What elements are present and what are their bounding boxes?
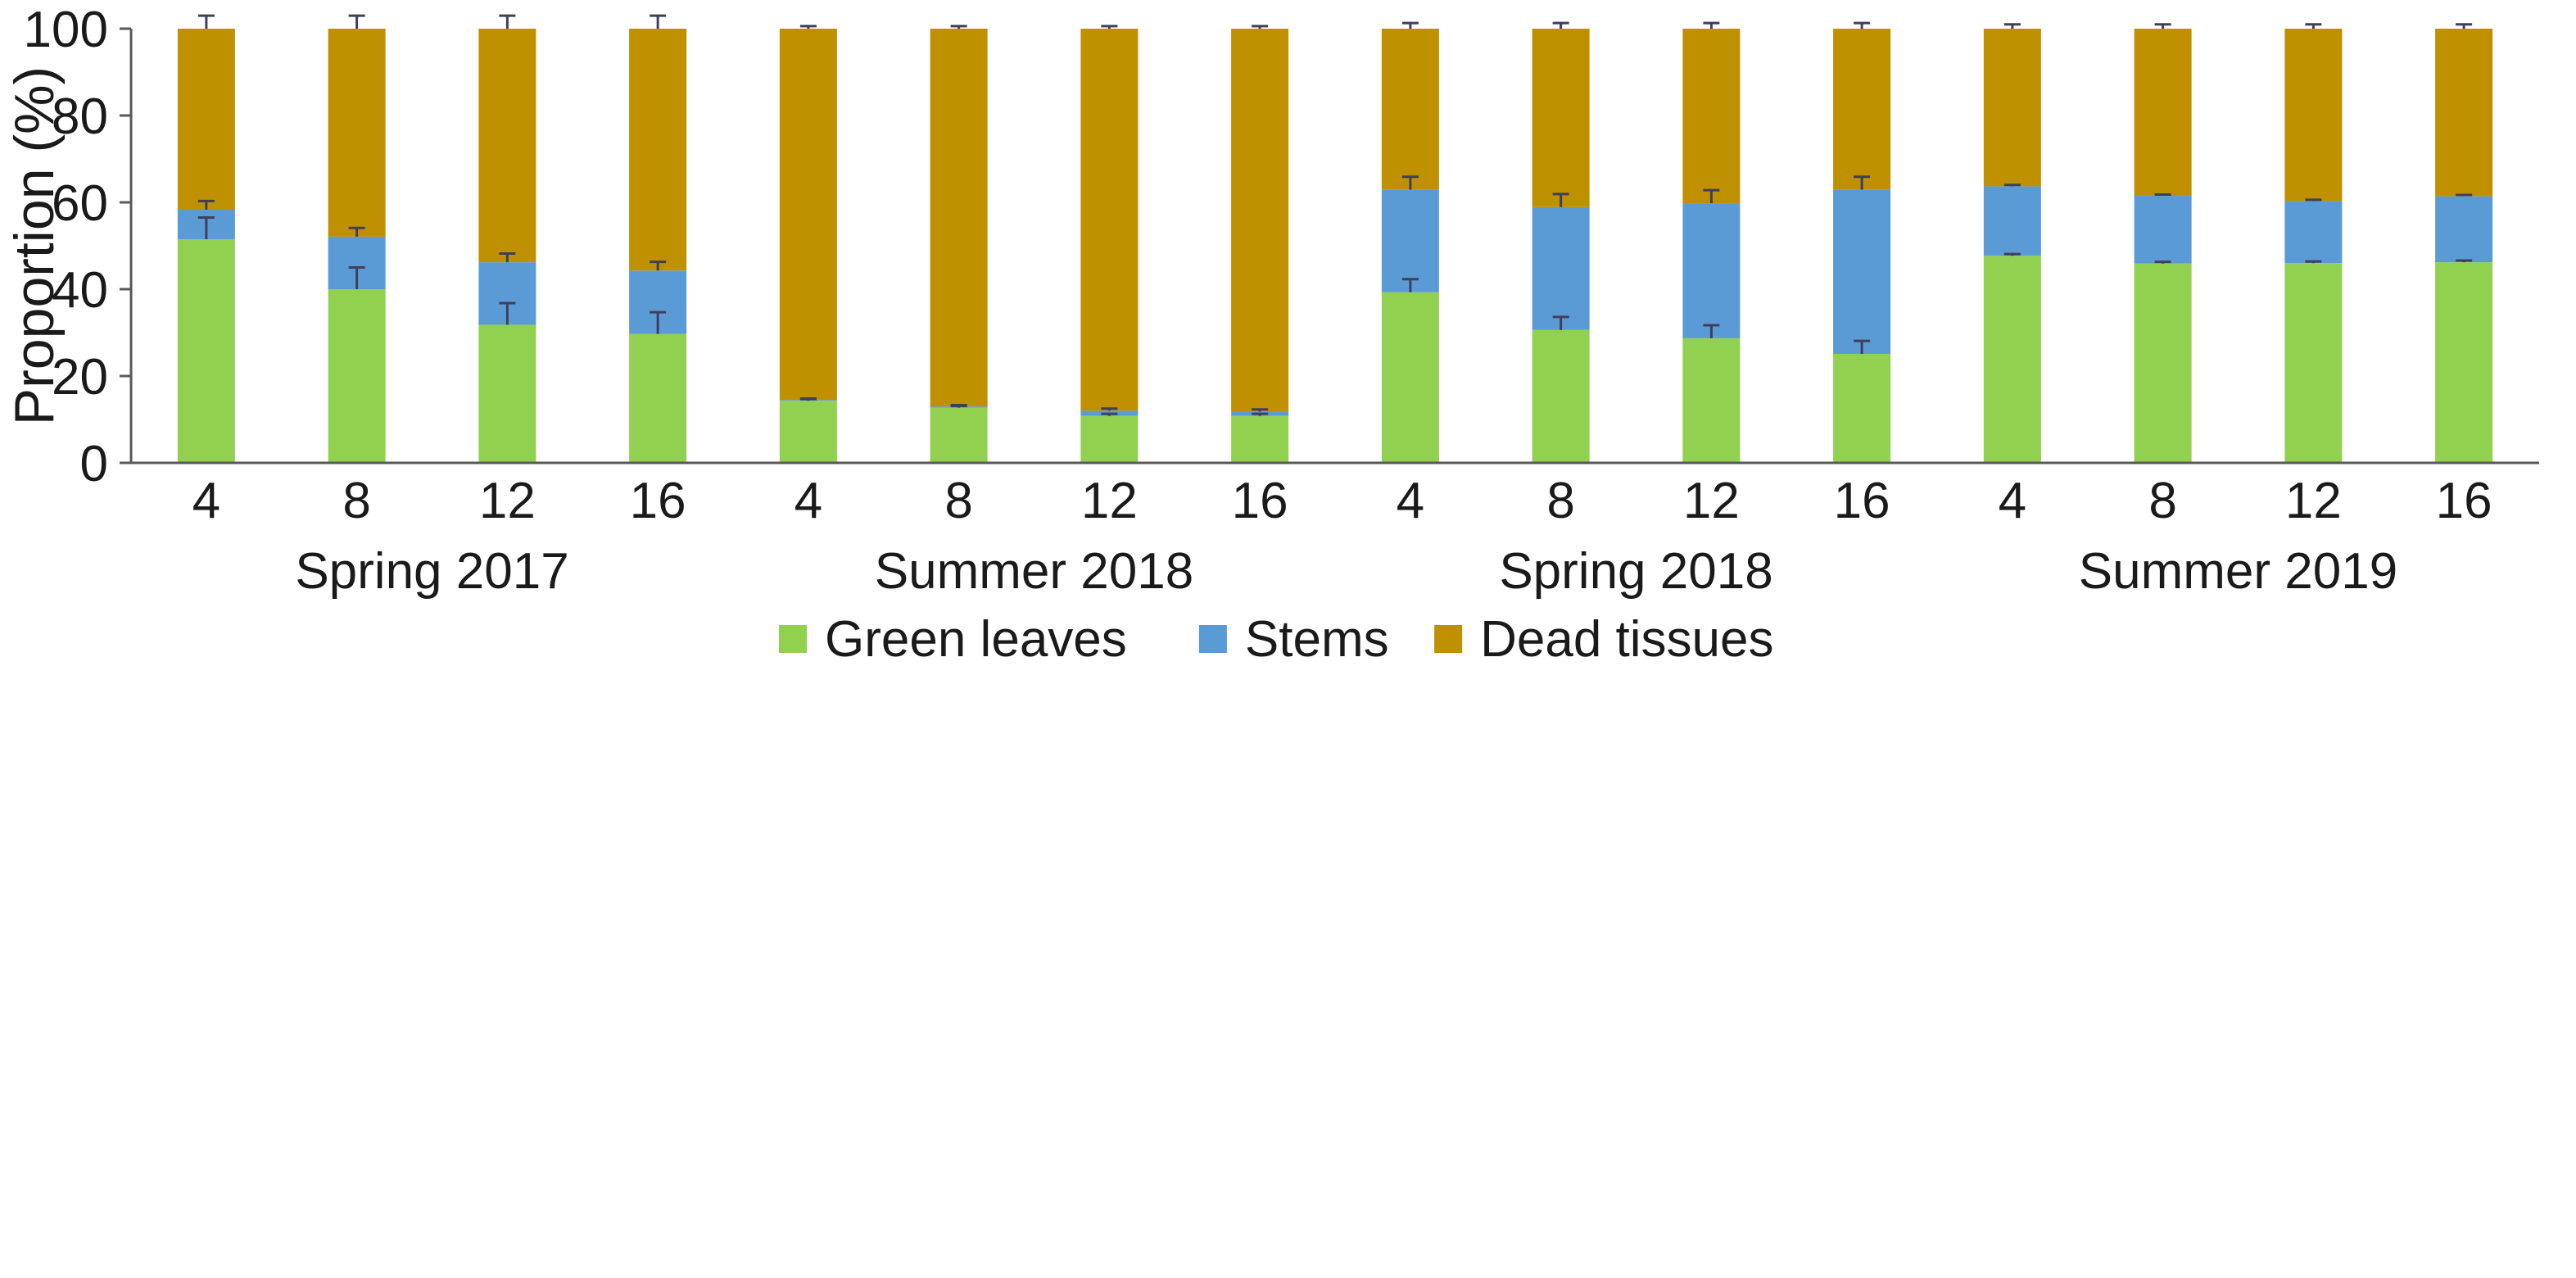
bar-segment-stems <box>1532 206 1590 330</box>
x-category-label: 12 <box>479 473 536 529</box>
x-category-label: 16 <box>2436 473 2492 529</box>
group-label: Summer 2018 <box>875 543 1193 600</box>
bar-segment-dead-tissues <box>779 29 837 401</box>
bar-segment-stems <box>2284 201 2343 264</box>
axes <box>129 29 2539 465</box>
legend-swatch <box>779 625 808 653</box>
bar-segment-green-leaves <box>930 407 988 463</box>
bar-segment-dead-tissues <box>2134 29 2192 197</box>
bar-segment-green-leaves <box>1833 353 1891 463</box>
x-category-label: 4 <box>1397 473 1424 529</box>
y-tick-label: 20 <box>52 349 108 406</box>
bar-segment-green-leaves <box>629 333 687 463</box>
y-axis-ticks <box>120 27 131 465</box>
bar-segment-green-leaves <box>2134 263 2192 463</box>
bar-segment-stems <box>2134 196 2192 264</box>
legend-swatch <box>1198 625 1227 653</box>
x-category-label: 12 <box>1081 473 1138 529</box>
x-category-label: 8 <box>2148 473 2176 529</box>
axis-labels: 0 20 40 60 80 100 4 8 12 16 4 8 12 16 4 8 12 16 4 8 12 16 Spri… <box>24 2 2492 600</box>
bar-segment-green-leaves <box>1080 415 1139 463</box>
x-category-label: 12 <box>1683 473 1740 529</box>
bar-segment-stems <box>1381 189 1439 292</box>
bar-segment-dead-tissues <box>1682 29 1741 204</box>
legend-label: Green leaves <box>825 611 1127 668</box>
x-category-label: 8 <box>1546 473 1574 529</box>
bar-segment-dead-tissues <box>1532 29 1590 207</box>
y-tick-label: 40 <box>52 262 108 319</box>
bar-segment-dead-tissues <box>1833 29 1891 190</box>
bar-segment-green-leaves <box>177 239 235 463</box>
y-axis-title: Proportion (%) <box>3 66 66 425</box>
y-tick-label: 100 <box>24 2 108 58</box>
bar-segment-dead-tissues <box>2284 29 2343 202</box>
bar-segment-stems <box>1682 203 1741 338</box>
bar-segment-dead-tissues <box>629 29 687 271</box>
bar-segment-dead-tissues <box>1381 29 1439 190</box>
bar-segment-green-leaves <box>1231 415 1289 463</box>
error-bars <box>197 14 2473 416</box>
bar-segment-dead-tissues <box>930 29 988 407</box>
group-label: Summer 2019 <box>2079 543 2397 600</box>
bar-segment-dead-tissues <box>478 29 536 263</box>
x-category-label: 12 <box>2285 473 2342 529</box>
bar-segment-dead-tissues <box>177 29 235 211</box>
y-tick-label: 60 <box>52 175 108 232</box>
bar-segment-stems <box>2435 196 2493 263</box>
bar-segment-dead-tissues <box>2435 29 2493 197</box>
legend-label: Stems <box>1245 611 1389 668</box>
x-category-label: 16 <box>1834 473 1890 529</box>
x-category-label: 8 <box>342 473 370 529</box>
bar-segment-green-leaves <box>1682 338 1741 463</box>
bar-segment-stems <box>1833 189 1891 354</box>
bar-segment-dead-tissues <box>1080 29 1139 411</box>
bars <box>177 29 2493 463</box>
group-label: Spring 2018 <box>1499 543 1772 600</box>
bar-segment-dead-tissues <box>328 29 386 237</box>
x-category-label: 4 <box>795 473 822 529</box>
bar-segment-green-leaves <box>1381 292 1439 463</box>
x-category-label: 16 <box>1232 473 1288 529</box>
x-category-label: 4 <box>1999 473 2026 529</box>
legend: Green leaves Stems Dead tissues <box>779 611 1774 668</box>
bar-segment-dead-tissues <box>1983 29 2041 187</box>
bar-segment-green-leaves <box>1532 329 1590 463</box>
y-tick-label: 80 <box>52 88 108 145</box>
bar-segment-green-leaves <box>328 289 386 463</box>
bar-segment-dead-tissues <box>1231 29 1289 412</box>
bar-segment-green-leaves <box>478 324 536 463</box>
x-category-label: 8 <box>944 473 972 529</box>
legend-swatch <box>1434 625 1463 653</box>
legend-label: Dead tissues <box>1480 611 1773 668</box>
bar-segment-green-leaves <box>2284 263 2343 463</box>
bar-segment-stems <box>1983 186 2041 256</box>
y-tick-label: 0 <box>80 436 108 492</box>
group-label: Spring 2017 <box>295 543 568 600</box>
bar-segment-green-leaves <box>2435 262 2493 463</box>
bar-segment-green-leaves <box>779 401 837 463</box>
x-category-label: 16 <box>630 473 686 529</box>
bar-segment-green-leaves <box>1983 256 2041 463</box>
x-category-label: 4 <box>192 473 220 529</box>
